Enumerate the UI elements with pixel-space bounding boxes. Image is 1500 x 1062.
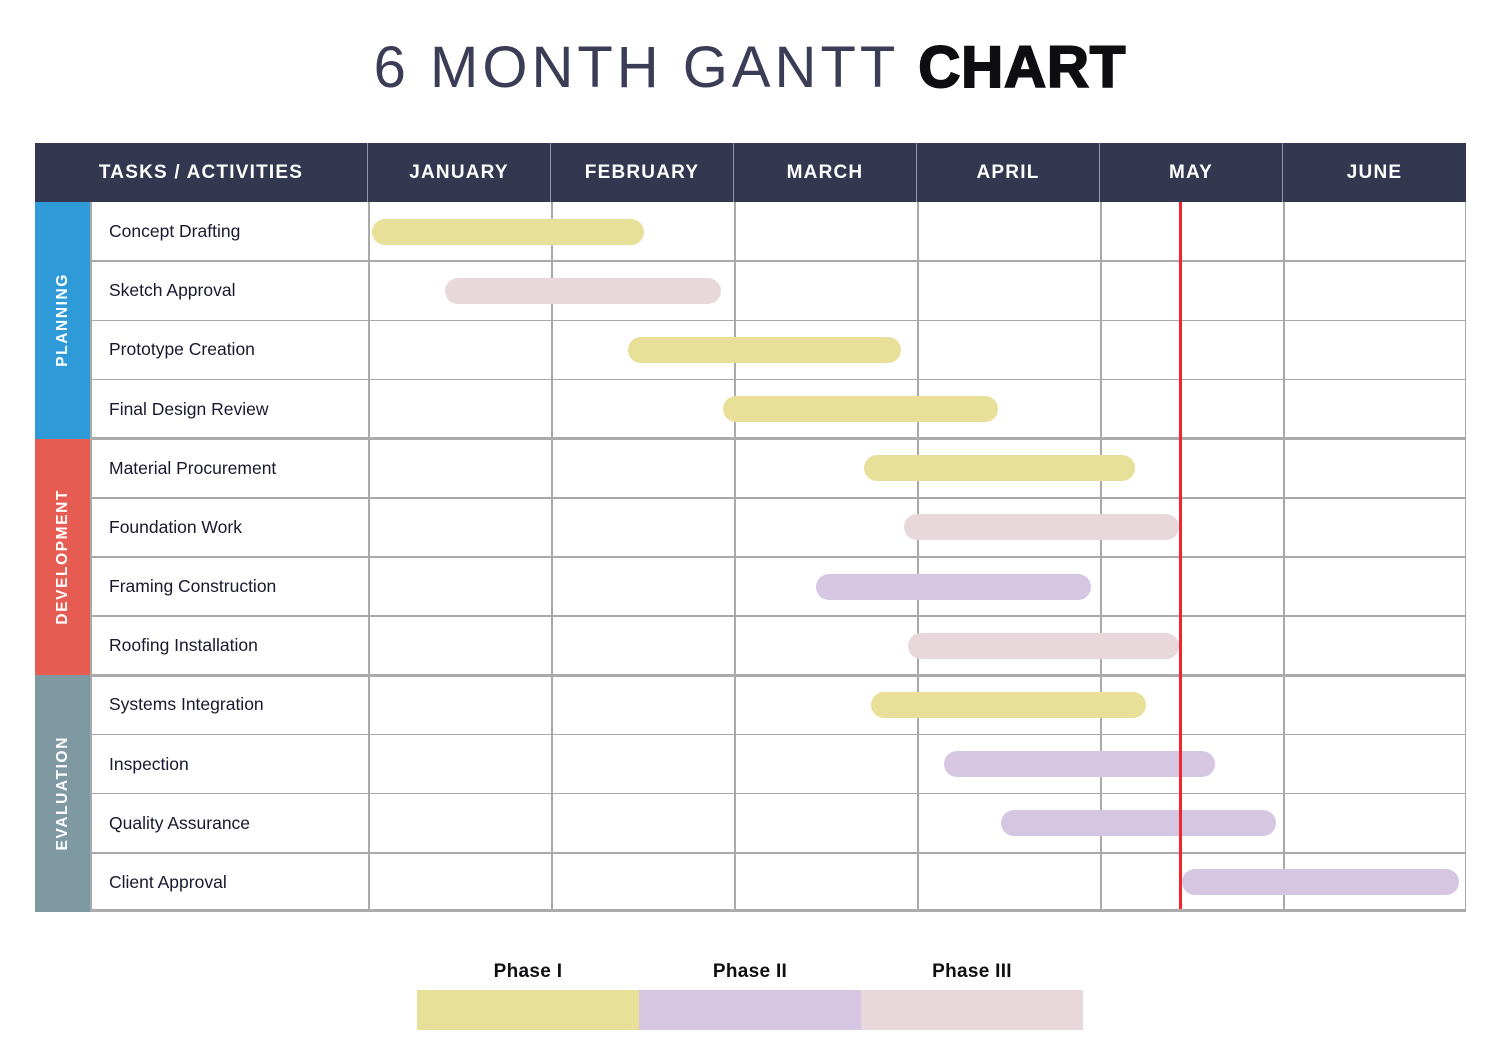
section-separator-line — [90, 437, 1465, 441]
gantt-bar-roofing-installation — [907, 632, 1179, 659]
vertical-grid-line — [90, 202, 92, 909]
sidebar-section-evaluation: EVALUATION — [35, 675, 90, 912]
task-label: Sketch Approval — [109, 280, 236, 301]
today-marker-line — [1179, 202, 1183, 909]
task-label: Roofing Installation — [109, 635, 258, 656]
section-separator-line — [90, 673, 1465, 677]
header-row: TASKS / ACTIVITIES JANUARY FEBRUARY MARCH AP… — [35, 143, 1466, 202]
task-label: Framing Construction — [109, 576, 277, 597]
row-separator-line — [90, 260, 1465, 262]
task-label: Quality Assurance — [109, 812, 251, 833]
legend-color-swatch — [861, 990, 1083, 1030]
gantt-bar-final-design-review — [723, 396, 998, 423]
task-label: Prototype Creation — [109, 339, 255, 360]
month-header-cell-june: JUNE — [1346, 161, 1403, 183]
phase-legend: Phase I Phase II Phase III — [417, 954, 1083, 1030]
gantt-bar-prototype-creation — [627, 336, 901, 363]
row-separator-line — [90, 319, 1465, 322]
legend-label: Phase II — [712, 961, 788, 982]
month-header-cell-february: FEBRUARY — [551, 143, 734, 202]
month-header-cell-january: JANUARY — [368, 143, 551, 202]
gantt-bar-foundation-work — [904, 514, 1179, 541]
task-label: Systems Integration — [109, 694, 264, 715]
vertical-grid-line — [368, 202, 370, 909]
sidebar-section-label: DEVELOPMENT — [53, 489, 71, 625]
tasks-activities-header-cell: TASKS / ACTIVITIES — [35, 143, 368, 202]
page-title: 6 MONTH GANTT CHART — [0, 34, 1500, 101]
task-label: Final Design Review — [109, 398, 269, 419]
gantt-bar-sketch-approval — [444, 277, 722, 304]
legend-item-phase-iii: Phase III — [861, 954, 1083, 1030]
gantt-chart: TASKS / ACTIVITIES JANUARY FEBRUARY MARCH AP… — [35, 143, 1466, 912]
row-separator-line — [90, 615, 1465, 617]
gantt-bar-client-approval — [1182, 869, 1459, 896]
month-header-cell-april: APRIL — [917, 143, 1100, 202]
gantt-bar-framing-construction — [816, 573, 1091, 600]
sidebar-section-label: PLANNING — [53, 273, 71, 368]
gantt-bar-systems-integration — [871, 691, 1146, 718]
legend-color-swatch — [639, 990, 861, 1030]
vertical-grid-line — [917, 202, 919, 909]
legend-color-swatch — [417, 990, 639, 1030]
row-separator-line — [90, 556, 1465, 558]
month-header-cell-may: MAY — [1100, 143, 1283, 202]
vertical-grid-line — [1283, 202, 1285, 909]
vertical-grid-line — [551, 202, 553, 909]
row-separator-line — [90, 378, 1465, 381]
legend-item-phase-ii: Phase II — [639, 954, 861, 1030]
month-header-cell-march: MARCH — [734, 143, 917, 202]
sidebar-section-development: DEVELOPMENT — [35, 438, 90, 676]
gantt-bar-inspection — [944, 751, 1216, 778]
task-label: Foundation Work — [109, 516, 242, 537]
vertical-grid-line — [734, 202, 736, 909]
row-separator-line — [90, 733, 1465, 736]
legend-label: Phase III — [932, 961, 1012, 982]
title-light-text: 6 MONTH GANTT — [373, 35, 919, 100]
task-label: Client Approval — [109, 871, 227, 892]
legend-item-phase-i: Phase I — [417, 954, 639, 1030]
gantt-bar-concept-drafting — [371, 218, 645, 245]
task-label: Material Procurement — [109, 457, 277, 478]
sidebar-section-planning: PLANNING — [35, 202, 90, 439]
row-separator-line — [90, 497, 1465, 499]
title-bold-text: CHART — [917, 34, 1127, 101]
sidebar-section-label: EVALUATION — [53, 736, 71, 851]
gantt-bar-quality-assurance — [1001, 810, 1276, 837]
legend-label: Phase I — [493, 961, 563, 982]
row-separator-line — [90, 852, 1465, 854]
task-label: Concept Drafting — [109, 221, 241, 242]
row-separator-line — [90, 792, 1465, 795]
vertical-grid-line — [1100, 202, 1102, 909]
gantt-bar-material-procurement — [863, 455, 1135, 482]
gantt-grid: PLANNING DEVELOPMENT EVALUATION Concept Dra… — [35, 202, 1466, 912]
task-label: Inspection — [109, 753, 189, 774]
